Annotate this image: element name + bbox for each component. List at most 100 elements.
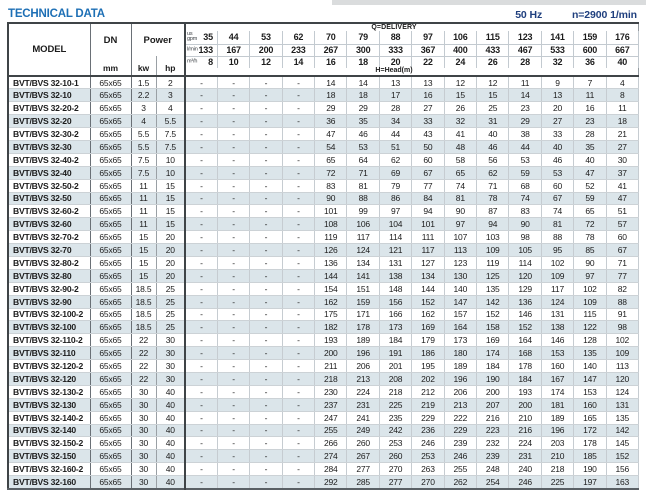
- model-cell: BVT/BVS 32-130: [8, 398, 91, 412]
- head-value-cell: 196: [346, 346, 380, 361]
- model-cell: BVT/BVS 32-130-2: [8, 385, 91, 399]
- head-value-cell: 40: [476, 127, 510, 141]
- head-value-cell: 159: [346, 295, 380, 309]
- no-data-cell: -: [217, 436, 251, 451]
- model-cell: BVT/BVS 32-160: [8, 475, 91, 489]
- head-value-cell: 201: [379, 359, 413, 373]
- no-data-cell: -: [282, 88, 316, 103]
- head-value-cell: 200: [476, 385, 510, 399]
- head-value-cell: 94: [476, 217, 510, 232]
- hp-cell: 10: [156, 166, 187, 180]
- head-value-cell: 98: [508, 230, 542, 245]
- no-data-cell: -: [185, 308, 218, 322]
- hp-cell: 40: [156, 436, 187, 451]
- head-value-cell: 18: [314, 88, 348, 103]
- head-value-cell: 119: [314, 230, 348, 245]
- head-value-cell: 87: [476, 204, 510, 219]
- head-value-cell: 86: [379, 192, 413, 206]
- head-value-cell: 285: [346, 475, 380, 489]
- head-value-cell: 94: [411, 204, 445, 219]
- no-data-cell: -: [217, 308, 251, 322]
- head-value-cell: 105: [508, 243, 542, 257]
- no-data-cell: -: [185, 295, 218, 309]
- head-value-cell: 164: [508, 333, 542, 348]
- dn-cell: 65x65: [90, 424, 132, 438]
- no-data-cell: -: [185, 88, 218, 103]
- flow-gpm-value: 141: [541, 31, 575, 45]
- no-data-cell: -: [185, 436, 218, 451]
- head-value-cell: 104: [379, 217, 413, 232]
- kw-cell: 18.5: [131, 320, 157, 335]
- head-value-cell: 35: [346, 114, 380, 129]
- head-value-cell: 65: [573, 204, 607, 219]
- no-data-cell: -: [249, 114, 283, 129]
- head-value-cell: 135: [606, 411, 640, 425]
- technical-data-table: MODEL DN Power Q=DELIVERY us gpm 35 44 53 62…: [7, 22, 640, 490]
- head-value-cell: 184: [476, 359, 510, 373]
- head-value-cell: 77: [411, 179, 445, 193]
- dn-cell: 65x65: [90, 101, 132, 116]
- table-row: BVT/BVS 32-140-2 65x65 30 40- - - -247 241 235 22…: [8, 411, 640, 425]
- model-cell: BVT/BVS 32-80-2: [8, 256, 91, 270]
- head-value-cell: 241: [346, 411, 380, 425]
- head-value-cell: 270: [411, 475, 445, 489]
- head-value-cell: 41: [444, 127, 478, 141]
- head-value-cell: 81: [541, 217, 575, 232]
- no-data-cell: -: [249, 204, 283, 219]
- head-value-cell: 51: [379, 140, 413, 154]
- no-data-cell: -: [185, 269, 218, 283]
- no-data-cell: -: [185, 166, 218, 180]
- head-value-cell: 8: [606, 88, 640, 103]
- head-value-cell: 135: [573, 346, 607, 361]
- hp-cell: 40: [156, 424, 187, 438]
- head-value-cell: 266: [314, 436, 348, 451]
- kw-cell: 18.5: [131, 282, 157, 296]
- head-value-cell: 184: [379, 333, 413, 348]
- head-value-cell: 34: [379, 114, 413, 129]
- model-cell: BVT/BVS 32-60-2: [8, 204, 91, 219]
- flow-m3h-value: 10: [217, 56, 251, 68]
- table-header: MODEL DN Power Q=DELIVERY us gpm 35 44 53 62…: [8, 23, 640, 77]
- table-row: BVT/BVS 32-140 65x65 30 40- - - -255 249 242 236 2…: [8, 424, 640, 438]
- flow-unit-lmin-label: l/min: [187, 46, 198, 53]
- no-data-cell: -: [249, 462, 283, 477]
- head-value-cell: 127: [411, 256, 445, 270]
- no-data-cell: -: [217, 385, 251, 399]
- no-data-cell: -: [217, 179, 251, 193]
- head-value-cell: 124: [606, 385, 640, 399]
- head-value-cell: 91: [606, 308, 640, 322]
- head-value-cell: 131: [541, 308, 575, 322]
- model-cell: BVT/BVS 32-70: [8, 243, 91, 257]
- head-value-cell: 181: [541, 398, 575, 412]
- head-value-cell: 47: [606, 192, 640, 206]
- no-data-cell: -: [185, 398, 218, 412]
- head-value-cell: 237: [314, 398, 348, 412]
- head-value-cell: 98: [606, 320, 640, 335]
- head-value-cell: 171: [346, 308, 380, 322]
- no-data-cell: -: [217, 359, 251, 373]
- hp-cell: 3: [156, 88, 187, 103]
- no-data-cell: -: [282, 140, 316, 154]
- no-data-cell: -: [282, 436, 316, 451]
- header-row-head: H=Head(m): [8, 67, 639, 77]
- head-value-cell: 218: [379, 385, 413, 399]
- head-value-cell: 53: [508, 153, 542, 167]
- hp-cell: 40: [156, 475, 187, 489]
- head-value-cell: 152: [508, 320, 542, 335]
- head-value-cell: 216: [508, 424, 542, 438]
- head-value-cell: 102: [541, 256, 575, 270]
- head-value-cell: 224: [346, 385, 380, 399]
- dn-cell: 65x65: [90, 372, 132, 386]
- flow-m3h-value: 26: [476, 56, 510, 68]
- kw-cell: 30: [131, 385, 157, 399]
- kw-cell: 15: [131, 230, 157, 245]
- head-value-cell: 154: [314, 282, 348, 296]
- head-value-cell: 138: [379, 269, 413, 283]
- head-value-cell: 17: [379, 88, 413, 103]
- model-cell: BVT/BVS 32-90: [8, 295, 91, 309]
- head-value-cell: 18: [606, 114, 640, 129]
- kw-cell: 3: [131, 101, 157, 116]
- model-cell: BVT/BVS 32-150-2: [8, 436, 91, 451]
- head-value-cell: 246: [411, 436, 445, 451]
- no-data-cell: -: [282, 411, 316, 425]
